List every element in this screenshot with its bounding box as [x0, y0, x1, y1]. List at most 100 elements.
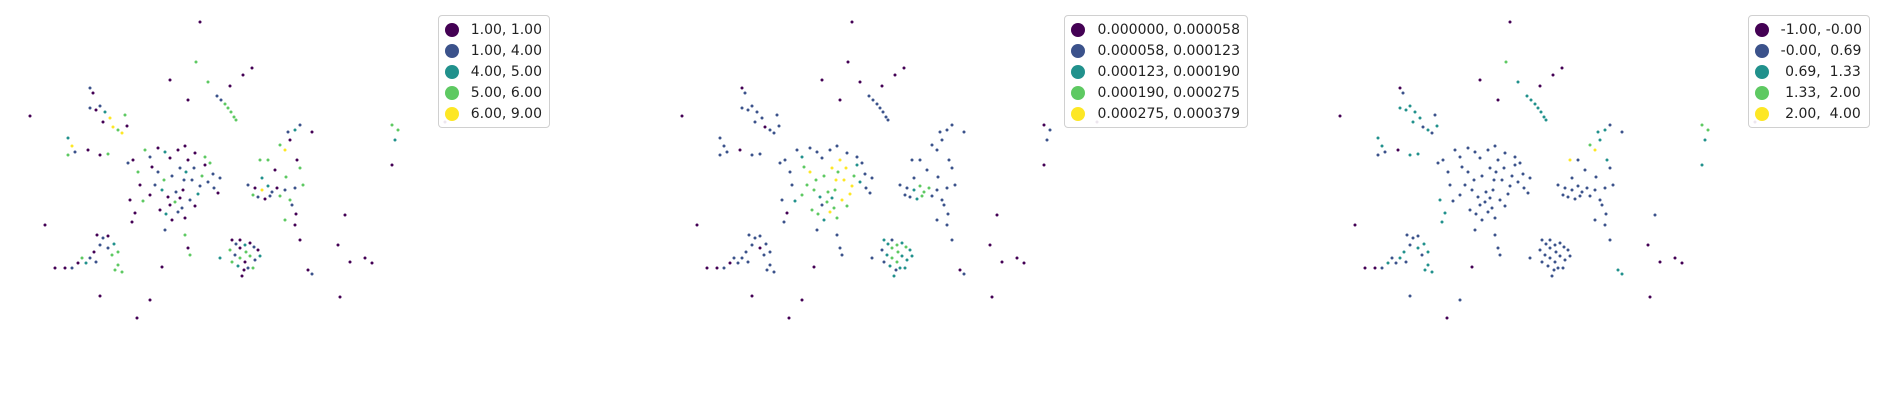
data-point — [772, 270, 776, 274]
data-point — [1548, 256, 1552, 260]
data-point — [141, 199, 145, 203]
legend-label: 1.00, 1.00 — [470, 21, 542, 38]
data-point — [393, 138, 397, 142]
data-point — [298, 166, 302, 170]
data-point — [1583, 168, 1587, 172]
data-point — [1498, 253, 1502, 257]
scatter-plot-middle — [680, 20, 1099, 320]
data-point — [1416, 234, 1420, 238]
data-point — [1561, 193, 1565, 197]
data-point — [910, 158, 914, 162]
data-point — [814, 178, 818, 182]
data-point — [886, 118, 890, 122]
data-point — [266, 184, 270, 188]
data-point — [890, 238, 894, 242]
data-point — [238, 238, 242, 242]
data-point — [283, 188, 287, 192]
data-point — [246, 183, 250, 187]
legend-swatch — [1071, 64, 1086, 79]
data-point — [168, 78, 172, 82]
data-point — [216, 191, 220, 195]
data-point — [1000, 260, 1004, 264]
data-point — [298, 238, 302, 242]
data-point — [70, 144, 74, 148]
data-point — [722, 144, 726, 148]
data-point — [822, 174, 826, 178]
data-point — [830, 166, 834, 170]
data-point — [120, 270, 124, 274]
data-point — [863, 172, 867, 176]
data-point — [746, 260, 750, 264]
data-point — [884, 115, 888, 119]
data-point — [1573, 197, 1577, 201]
data-point — [150, 165, 154, 169]
data-point — [228, 248, 232, 252]
data-point — [1566, 195, 1570, 199]
data-point — [273, 168, 277, 172]
data-point — [206, 80, 210, 84]
data-point — [200, 174, 204, 178]
data-point — [198, 184, 202, 188]
data-point — [1598, 198, 1602, 202]
data-point — [1563, 186, 1567, 190]
data-point — [838, 98, 842, 102]
data-point — [270, 190, 274, 194]
data-point — [750, 104, 754, 108]
data-point — [230, 260, 234, 264]
data-point — [246, 266, 250, 270]
data-point — [390, 163, 394, 167]
data-point — [101, 236, 105, 240]
data-point — [1594, 175, 1598, 179]
legend-label: 0.000123, 0.000190 — [1097, 63, 1240, 80]
data-point — [1503, 151, 1507, 155]
data-point — [178, 166, 182, 170]
legend-swatch — [1754, 64, 1769, 79]
data-point — [1503, 204, 1507, 208]
data-point — [805, 183, 809, 187]
data-point — [840, 253, 844, 257]
data-point — [1396, 148, 1400, 152]
data-point — [880, 84, 884, 88]
data-point — [116, 250, 120, 254]
data-point — [250, 66, 254, 70]
data-point — [1576, 184, 1580, 188]
data-point — [935, 218, 939, 222]
data-point — [106, 152, 110, 156]
data-point — [258, 158, 262, 162]
data-point — [1484, 190, 1488, 194]
data-point — [1430, 131, 1434, 135]
legend-entry: 1.00, 1.00 — [444, 19, 542, 40]
data-point — [1408, 153, 1412, 157]
legend-swatch — [1071, 85, 1086, 100]
data-point — [718, 153, 722, 157]
data-point — [1558, 241, 1562, 245]
data-point — [236, 264, 240, 268]
data-point — [1518, 161, 1522, 165]
data-point — [1423, 268, 1427, 272]
data-point — [123, 113, 127, 117]
data-point — [278, 143, 282, 147]
data-point — [233, 253, 237, 257]
data-point — [234, 118, 238, 122]
data-point — [905, 258, 909, 262]
data-point — [94, 260, 98, 264]
data-point — [1526, 191, 1530, 195]
data-point — [903, 193, 907, 197]
data-point — [958, 268, 962, 272]
data-point — [947, 158, 951, 162]
data-point — [783, 158, 787, 162]
data-point — [838, 158, 842, 162]
data-point — [1508, 184, 1512, 188]
data-point — [1458, 298, 1462, 302]
data-point — [1491, 188, 1495, 192]
data-point — [232, 115, 236, 119]
data-point — [962, 272, 966, 276]
data-point — [835, 233, 839, 237]
data-point — [294, 212, 298, 216]
legend-swatch — [444, 64, 459, 79]
data-point — [835, 144, 839, 148]
data-point — [184, 170, 188, 174]
data-point — [1408, 294, 1412, 298]
data-point — [1576, 158, 1580, 162]
